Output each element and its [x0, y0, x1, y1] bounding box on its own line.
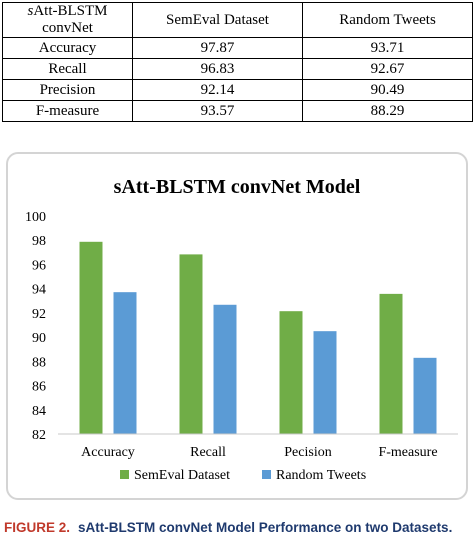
bar-semeval-f-measure [379, 293, 403, 434]
row-metric: F-measure [2, 100, 133, 122]
header-random: Random Tweets [302, 2, 473, 38]
bar-random-pecision [313, 331, 337, 434]
y-tick-label: 92 [32, 307, 46, 322]
y-axis: 82 84 86 88 90 92 94 96 98 100 [25, 210, 46, 443]
y-tick-label: 86 [32, 380, 46, 395]
x-category-label: Recall [190, 445, 226, 460]
y-tick-label: 82 [32, 428, 46, 443]
row-semeval: 97.87 [132, 37, 303, 59]
x-axis: Accuracy Recall Pecision F-measure [81, 445, 437, 460]
header-model-rest: Att-BLSTM convNet [33, 3, 108, 36]
row-random: 88.29 [302, 100, 473, 122]
figure-caption-text: sAtt-BLSTM convNet Model Performance on … [78, 520, 453, 535]
y-tick-label: 98 [32, 234, 46, 249]
x-category-label: Accuracy [81, 445, 135, 460]
figure-label: FIGURE 2. [4, 520, 71, 535]
bar-random-f-measure [413, 357, 437, 434]
table-row: F-measure 93.57 88.29 [2, 100, 473, 122]
header-model: sAtt-BLSTM convNet [2, 2, 133, 38]
y-tick-label: 84 [32, 404, 46, 419]
table-row: Accuracy 97.87 93.71 [2, 37, 473, 59]
x-category-label: F-measure [378, 445, 437, 460]
bar-chart: sAtt-BLSTM convNet Model 82 84 86 88 90 92 94 9… [25, 176, 458, 483]
bar-semeval-accuracy [79, 241, 103, 434]
y-tick-label: 96 [32, 258, 46, 273]
legend-label-random: Random Tweets [276, 468, 366, 483]
table-header-row: sAtt-BLSTM convNet SemEval Dataset Rando… [2, 2, 473, 38]
row-semeval: 92.14 [132, 79, 303, 101]
y-tick-label: 88 [32, 355, 46, 370]
y-tick-label: 90 [32, 331, 46, 346]
legend: SemEval Dataset Random Tweets [120, 468, 366, 483]
y-tick-label: 100 [25, 210, 46, 225]
row-semeval: 96.83 [132, 58, 303, 80]
chart-title: sAtt-BLSTM convNet Model [114, 176, 361, 198]
y-tick-label: 94 [32, 283, 46, 298]
x-category-label: Pecision [284, 445, 331, 460]
row-metric: Recall [2, 58, 133, 80]
legend-swatch-semeval [120, 470, 129, 479]
chart-card: sAtt-BLSTM convNet Model 82 84 86 88 90 92 94 9… [6, 152, 468, 500]
header-model-prefix: s [27, 3, 34, 19]
header-semeval: SemEval Dataset [132, 2, 303, 38]
legend-swatch-random [262, 470, 271, 479]
results-table: sAtt-BLSTM convNet SemEval Dataset Rando… [2, 2, 473, 122]
row-metric: Accuracy [2, 37, 133, 59]
legend-label-semeval: SemEval Dataset [134, 468, 230, 483]
row-random: 93.71 [302, 37, 473, 59]
table-row: Precision 92.14 90.49 [2, 79, 473, 101]
row-random: 92.67 [302, 58, 473, 80]
table-row: Recall 96.83 92.67 [2, 58, 473, 80]
row-semeval: 93.57 [132, 100, 303, 122]
bar-semeval-pecision [279, 311, 303, 434]
bar-random-recall [213, 304, 237, 434]
row-metric: Precision [2, 79, 133, 101]
bar-semeval-recall [179, 254, 203, 434]
figure-caption: FIGURE 2. sAtt-BLSTM convNet Model Perfor… [4, 520, 474, 542]
row-random: 90.49 [302, 79, 473, 101]
bar-random-accuracy [113, 292, 137, 434]
bars-group [79, 241, 437, 434]
